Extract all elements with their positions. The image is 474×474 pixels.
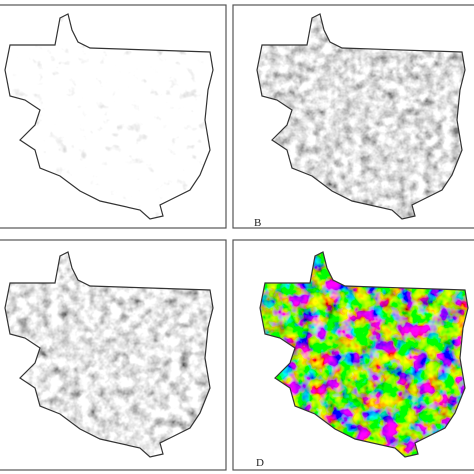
- panel-label: B: [254, 217, 261, 229]
- panel-label: D: [256, 457, 264, 469]
